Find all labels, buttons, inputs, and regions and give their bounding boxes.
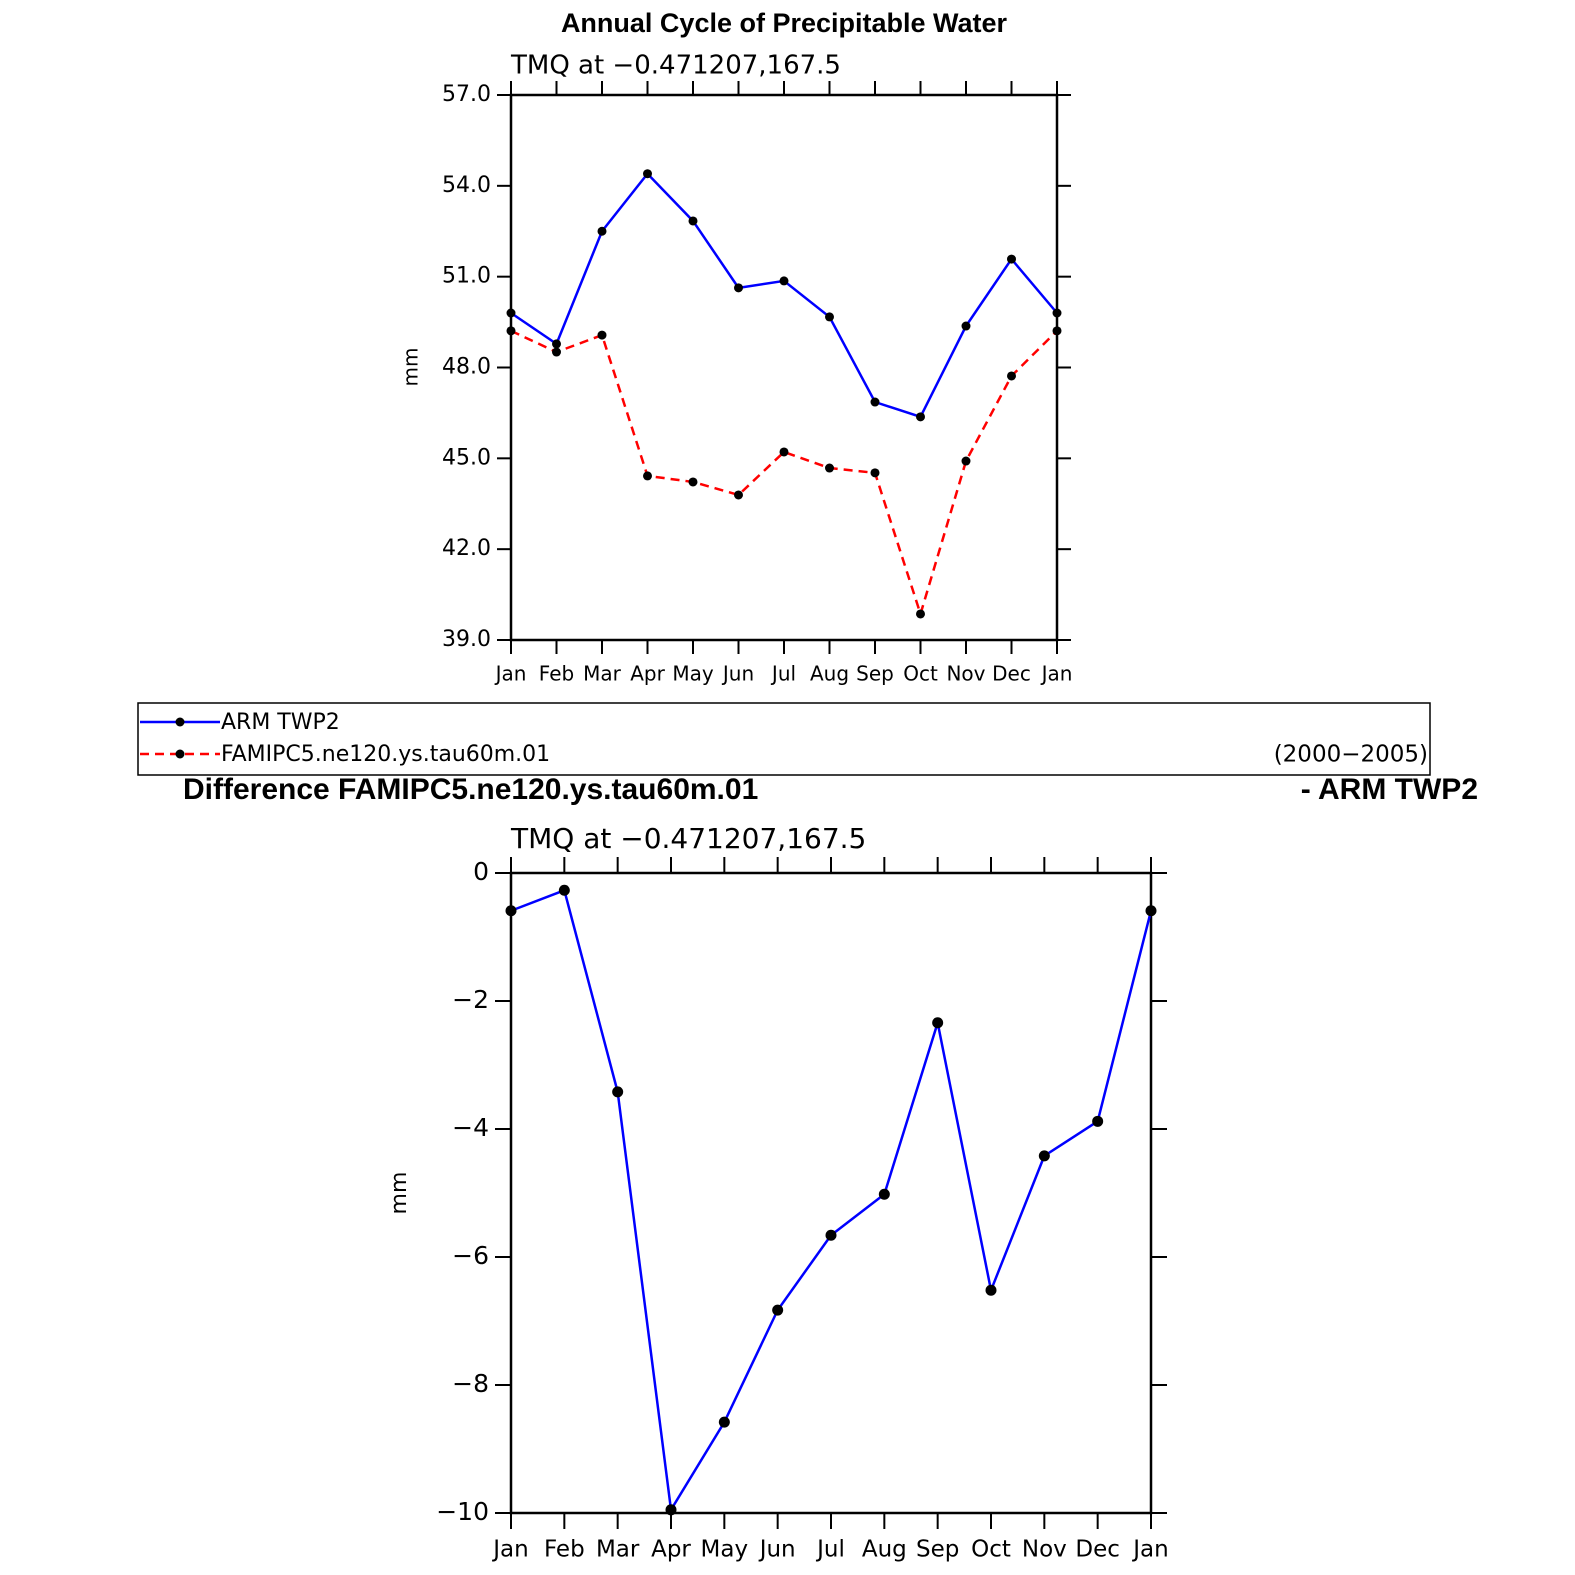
y-tick-label: −2 xyxy=(452,985,489,1014)
x-tick-label: Jan xyxy=(1040,662,1073,686)
data-point xyxy=(779,276,789,286)
y-tick-label: 54.0 xyxy=(442,173,491,198)
x-tick-label: Oct xyxy=(971,1537,1011,1563)
legend-label: FAMIPC5.ne120.ys.tau60m.01 xyxy=(221,742,550,767)
data-point xyxy=(985,1284,997,1296)
y-tick-label: 45.0 xyxy=(442,445,491,470)
x-tick-label: Mar xyxy=(596,1537,640,1563)
x-tick-label: Jul xyxy=(815,1537,845,1563)
series-line xyxy=(510,171,1058,419)
data-point xyxy=(1007,371,1016,381)
data-point xyxy=(825,1229,837,1241)
x-tick-label: May xyxy=(701,1537,749,1563)
y-tick-label: 48.0 xyxy=(442,355,491,380)
data-point xyxy=(1052,308,1062,318)
y-axis-label: mm xyxy=(387,1172,412,1215)
x-tick-label: May xyxy=(672,662,714,686)
legend-box xyxy=(137,702,1431,776)
chart-title: Difference FAMIPC5.ne120.ys.tau60m.01 xyxy=(183,773,758,806)
x-tick-label: Nov xyxy=(946,662,985,686)
x-tick-label: Jul xyxy=(770,662,796,686)
y-tick-label: −6 xyxy=(452,1241,489,1270)
y-tick-label: −4 xyxy=(452,1113,489,1142)
data-point xyxy=(870,468,880,478)
legend-marker xyxy=(175,749,185,759)
data-point xyxy=(932,1017,944,1029)
x-tick-label: Feb xyxy=(544,1537,585,1563)
legend-marker xyxy=(175,717,185,727)
annotation: (2000−2005) xyxy=(1274,742,1428,768)
data-point xyxy=(552,347,561,357)
data-point xyxy=(612,1086,624,1098)
data-point xyxy=(772,1304,784,1316)
x-tick-label: Aug xyxy=(862,1537,907,1563)
series-line xyxy=(510,329,1058,619)
data-point xyxy=(1007,254,1016,264)
x-tick-label: Nov xyxy=(1022,1537,1067,1563)
x-tick-label: Aug xyxy=(810,662,849,686)
data-point xyxy=(718,1416,730,1428)
chart-title-right: - ARM TWP2 xyxy=(1301,773,1478,806)
x-tick-label: Sep xyxy=(856,662,894,686)
data-point xyxy=(552,339,561,349)
series-line xyxy=(510,888,1153,1514)
y-tick-label: 51.0 xyxy=(442,264,491,289)
y-tick-label: 42.0 xyxy=(442,536,491,561)
data-point xyxy=(506,308,516,318)
data-point xyxy=(1052,326,1062,336)
data-point xyxy=(734,283,743,293)
data-point xyxy=(665,1504,677,1516)
data-point xyxy=(779,447,789,457)
data-point xyxy=(825,312,834,322)
data-point xyxy=(916,609,925,619)
data-point xyxy=(961,456,971,466)
x-tick-label: Apr xyxy=(630,662,665,686)
data-point xyxy=(878,1188,890,1200)
data-point xyxy=(1145,905,1157,917)
x-tick-label: Mar xyxy=(583,662,622,686)
x-tick-label: Dec xyxy=(992,662,1031,686)
x-tick-label: Jun xyxy=(758,1537,796,1563)
data-point xyxy=(597,226,607,236)
x-tick-label: Apr xyxy=(651,1537,691,1563)
data-point xyxy=(1092,1115,1104,1127)
plot-frame xyxy=(509,93,1059,642)
data-point xyxy=(870,397,880,407)
data-point xyxy=(825,463,834,473)
legend-label: ARM TWP2 xyxy=(221,710,340,735)
x-tick-label: Sep xyxy=(916,1537,959,1563)
x-tick-label: Feb xyxy=(539,662,574,686)
y-tick-label: −10 xyxy=(436,1497,489,1526)
data-point xyxy=(643,169,652,179)
chart-subtitle: TMQ at −0.471207,167.5 xyxy=(510,51,841,81)
x-tick-label: Jan xyxy=(491,1537,528,1563)
x-tick-label: Jan xyxy=(1131,1537,1168,1563)
x-tick-label: Jan xyxy=(494,662,527,686)
data-point xyxy=(961,321,971,331)
y-axis-label: mm xyxy=(399,348,423,387)
plot-frame xyxy=(509,871,1153,1515)
chart-title: Annual Cycle of Precipitable Water xyxy=(561,8,1008,38)
x-tick-label: Dec xyxy=(1075,1537,1120,1563)
data-point xyxy=(597,330,607,340)
data-point xyxy=(916,412,925,422)
y-tick-label: 39.0 xyxy=(442,627,491,652)
x-tick-label: Jun xyxy=(721,662,754,686)
y-tick-label: 57.0 xyxy=(442,82,491,107)
data-point xyxy=(688,216,698,226)
data-point xyxy=(506,326,516,336)
y-tick-label: 0 xyxy=(473,857,489,886)
data-point xyxy=(505,905,517,917)
data-point xyxy=(643,471,652,481)
data-point xyxy=(558,884,570,896)
chart-subtitle: TMQ at −0.471207,167.5 xyxy=(510,822,866,855)
data-point xyxy=(734,490,743,500)
data-point xyxy=(1038,1150,1050,1162)
x-tick-label: Oct xyxy=(903,662,938,686)
data-point xyxy=(688,477,698,487)
y-tick-label: −8 xyxy=(452,1369,489,1398)
